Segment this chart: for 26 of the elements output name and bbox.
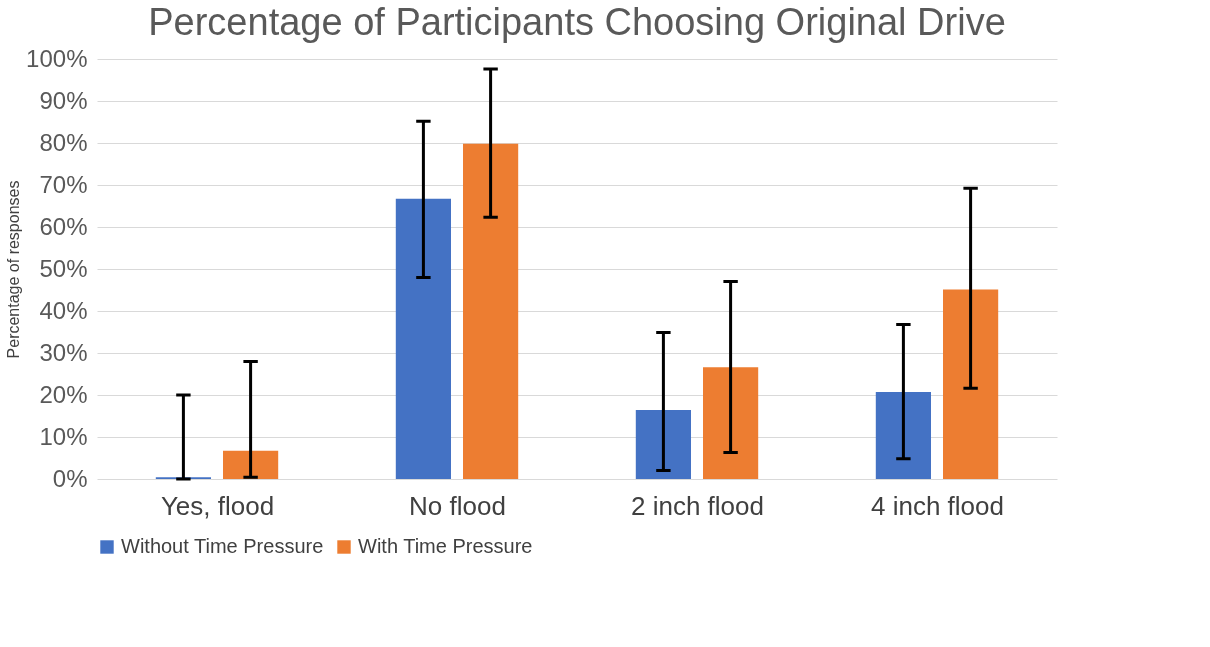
y-tick-label: 80% [39, 128, 88, 156]
chart-title: Percentage of Participants Choosing Original Drive [148, 1, 1006, 43]
bar [943, 289, 999, 479]
legend-label: Without Time Pressure [121, 535, 324, 557]
bar [395, 198, 451, 479]
bar [463, 143, 519, 479]
bar [875, 392, 931, 479]
y-tick-label: 70% [39, 170, 88, 198]
bar [223, 450, 279, 479]
bar [703, 367, 759, 479]
y-tick-label: 10% [39, 422, 88, 450]
y-tick-label: 90% [39, 86, 88, 114]
y-axis-title: Percentage of responses [5, 180, 23, 359]
x-tick-label: No flood [409, 490, 506, 521]
y-tick-label: 100% [26, 44, 88, 72]
y-tick-label: 20% [39, 380, 88, 408]
y-tick-label: 40% [39, 296, 88, 324]
y-tick-label: 30% [39, 338, 88, 366]
legend-label: With Time Pressure [358, 535, 533, 557]
x-tick-label: 2 inch flood [631, 490, 764, 521]
y-tick-label: 60% [39, 212, 88, 240]
y-tick-label: 0% [52, 464, 88, 492]
x-tick-label: Yes, flood [160, 490, 275, 521]
y-tick-label: 50% [39, 254, 88, 282]
x-tick-label: 4 inch flood [871, 490, 1004, 521]
bar [635, 410, 691, 479]
